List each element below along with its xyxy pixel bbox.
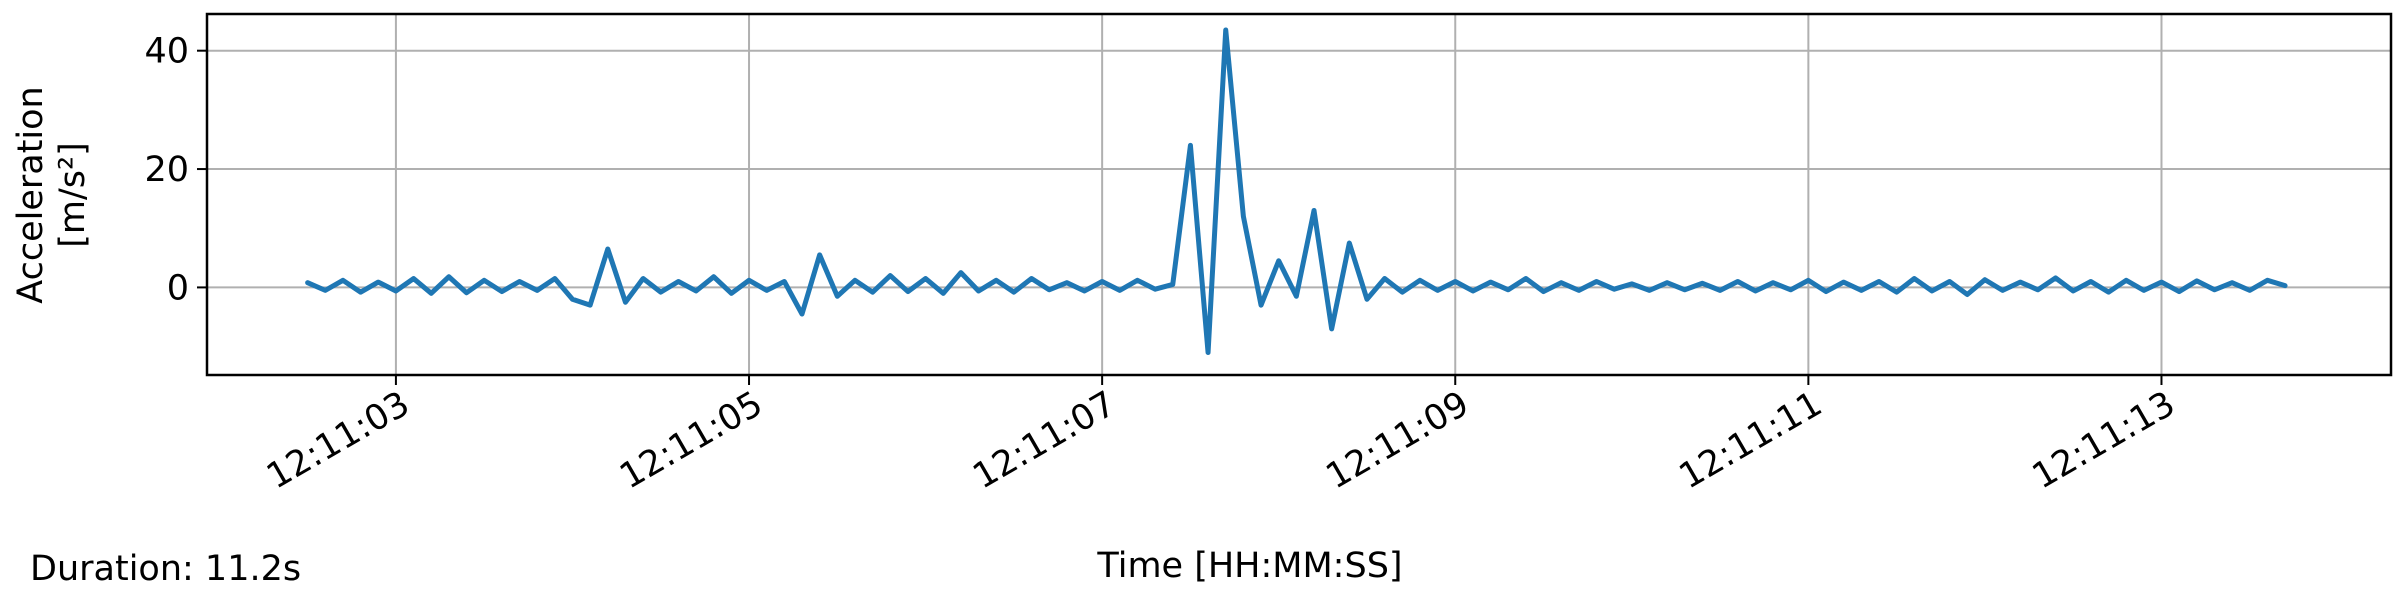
y-axis-label: Acceleration: [11, 86, 51, 304]
x-axis-label: Time [HH:MM:SS]: [1096, 546, 1402, 586]
x-tick-label: 12:11:13: [2026, 384, 2182, 497]
y-tick-label: 20: [144, 150, 189, 190]
annotation: Duration: 11.2s: [30, 549, 301, 589]
x-tick-label: 12:11:07: [966, 384, 1122, 497]
y-axis-label: [m/s²]: [53, 142, 93, 247]
x-tick-label: 12:11:09: [1320, 384, 1476, 497]
plot-frame: [205, 12, 2393, 377]
x-tick-label: 12:11:05: [613, 384, 769, 497]
data-line: [305, 27, 2288, 356]
y-tick-label: 40: [144, 32, 189, 72]
x-tick-label: 12:11:03: [260, 384, 416, 497]
x-tick-label: 12:11:11: [1673, 384, 1829, 497]
y-tick-label: 0: [167, 268, 189, 308]
